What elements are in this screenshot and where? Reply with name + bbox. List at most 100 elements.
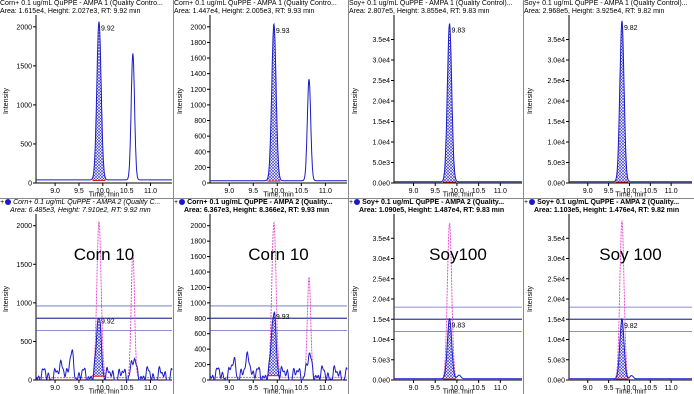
sample-trace xyxy=(394,318,522,380)
y-tick-label: 1400 xyxy=(190,270,206,277)
y-tick-label: 3.5e4 xyxy=(547,37,565,44)
y-tick-label: 800 xyxy=(194,316,206,323)
y-tick-label: 2.5e4 xyxy=(547,276,565,283)
overlay-trace xyxy=(569,220,692,380)
y-tick-label: 2000 xyxy=(190,223,206,230)
y-tick-label: 1800 xyxy=(190,239,206,246)
y-tick-label: 0.0e0 xyxy=(372,181,390,188)
series-dot-icon xyxy=(5,199,12,205)
y-tick-label: 5.0e3 xyxy=(547,160,565,167)
y-tick-label: 1.5e4 xyxy=(372,317,390,324)
panel-header: Corn+ 0.1 ug/mL QuPPE - AMPA 1 (Quality … xyxy=(174,0,349,16)
plus-icon: + xyxy=(524,199,529,206)
y-axis-label: Intensity xyxy=(177,285,184,312)
y-axis-label: Intensity xyxy=(177,87,184,114)
overlay-trace xyxy=(210,221,347,378)
y-tick-label: 2.0e4 xyxy=(547,297,565,304)
sample-trace xyxy=(569,20,692,183)
x-tick-label: 9.5 xyxy=(248,385,258,392)
panel-title: Corn+ 0.1 ug/mL QuPPE - AMPA 2 (Quality.… xyxy=(187,199,333,206)
x-axis-label: Time, min xyxy=(263,192,294,199)
y-tick-label: 0 xyxy=(28,181,32,188)
y-tick-label: 1500 xyxy=(16,262,32,269)
chromatogram-chart: 0.0e0 5.0e3 1.0e4 1.5e4 2.0e4 2.5e4 3.0e4 3.5e4… xyxy=(352,214,522,394)
panel-header: + Corn+ 0.1 ug/mL QuPPE - AMPA 2 (Quality… xyxy=(174,199,349,215)
y-tick-label: 3.0e4 xyxy=(372,256,390,263)
panel-header: Corn+ 0.1 ug/mL QuPPE - AMPA 1 (Quality … xyxy=(0,0,174,16)
y-tick-label: 2.0e4 xyxy=(372,297,390,304)
x-axis-label: Time, min xyxy=(615,192,646,199)
x-tick-label: 9.5 xyxy=(74,385,84,392)
peak-rt-label: 9.93 xyxy=(276,314,290,321)
y-tick-label: 2000 xyxy=(16,24,32,31)
x-tick-label: 9.0 xyxy=(409,188,419,195)
y-tick-label: 1.0e4 xyxy=(547,337,565,344)
x-axis-label: Time, min xyxy=(443,389,474,394)
x-tick-label: 10.0 xyxy=(96,385,110,392)
sample-label: Soy100 xyxy=(429,245,487,264)
chromatogram-panel: + Soy+ 0.1 ug/mL QuPPE - AMPA 2 (Quality.… xyxy=(349,199,524,394)
x-axis-label: Time, min xyxy=(615,389,646,394)
y-tick-label: 1200 xyxy=(190,285,206,292)
chromatogram-panel: Corn+ 0.1 ug/mL QuPPE - AMPA 1 (Quality … xyxy=(174,0,349,199)
panel-subtitle: Area: 2.807e5, Height: 3.855e4, RT: 9.83… xyxy=(349,8,490,15)
x-tick-label: 11.0 xyxy=(665,385,678,392)
y-tick-label: 3.5e4 xyxy=(547,236,565,243)
x-tick-label: 9.5 xyxy=(248,188,258,195)
sample-label: Corn 10 xyxy=(74,245,134,264)
chromatogram-chart: 0 200 400 600 800 1000 1200 1400 1600 1800 2000 9.0… xyxy=(177,214,348,394)
y-axis-label: Intensity xyxy=(352,87,359,114)
x-tick-label: 10.0 xyxy=(623,385,637,392)
panel-header: + Soy+ 0.1 ug/mL QuPPE - AMPA 2 (Quality.… xyxy=(349,199,524,215)
peak-rt-label: 9.92 xyxy=(101,26,115,33)
peak-rt-label: 9.82 xyxy=(624,323,638,330)
panel-subtitle: Area: 1.615e4, Height: 2.027e3, RT: 9.92… xyxy=(0,8,141,15)
y-tick-label: 0.0e0 xyxy=(372,378,390,385)
x-axis-label: Time, min xyxy=(263,389,294,394)
x-tick-label: 9.0 xyxy=(50,385,60,392)
y-tick-label: 800 xyxy=(194,118,206,125)
sample-label: Corn 10 xyxy=(248,245,308,264)
plus-icon: + xyxy=(349,199,354,206)
y-tick-label: 3.0e4 xyxy=(372,58,390,65)
panel-subtitle: Area: 6.367e3, Height: 8.366e2, RT: 9.93… xyxy=(184,207,330,214)
panel-header: + Soy+ 0.1 ug/mL QuPPE - AMPA 2 (Quality.… xyxy=(524,199,694,215)
panel-title: Corn+ 0.1 ug/mL QuPPE - AMPA 2 (Quality … xyxy=(13,199,161,206)
chromatogram-panel: + Soy+ 0.1 ug/mL QuPPE - AMPA 2 (Quality.… xyxy=(524,199,694,394)
y-tick-label: 1500 xyxy=(16,63,32,70)
panel-divider xyxy=(348,0,349,394)
y-tick-label: 0.0e0 xyxy=(547,181,565,188)
y-tick-label: 1200 xyxy=(190,87,206,94)
series-dot-icon xyxy=(529,199,536,205)
chromatogram-chart: 0 200 400 600 800 1000 1200 1400 1600 1800 2000 9.0… xyxy=(177,15,347,199)
y-axis-label: Intensity xyxy=(3,87,10,114)
x-axis-label: Time, min xyxy=(89,192,120,199)
x-tick-label: 11.0 xyxy=(144,188,157,195)
chromatogram-chart: 0 500 1000 1500 2000 9.0 9.5 10.0 10.5 11.0 Time, … xyxy=(3,214,173,394)
y-tick-label: 2.0e4 xyxy=(547,99,565,106)
x-tick-label: 10.5 xyxy=(472,188,486,195)
y-tick-label: 500 xyxy=(20,141,32,148)
y-tick-label: 2000 xyxy=(190,24,206,31)
y-tick-label: 1600 xyxy=(190,56,206,63)
y-tick-label: 2.0e4 xyxy=(372,99,390,106)
y-tick-label: 1600 xyxy=(190,254,206,261)
x-tick-label: 11.0 xyxy=(494,188,507,195)
chromatogram-chart: 0.0e0 5.0e3 1.0e4 1.5e4 2.0e4 2.5e4 3.0e4 3.5e4… xyxy=(527,214,692,394)
panel-header: + Corn+ 0.1 ug/mL QuPPE - AMPA 2 (Quality… xyxy=(0,199,174,215)
y-tick-label: 0 xyxy=(28,378,32,385)
sample-trace xyxy=(394,22,522,183)
chromatogram-panel: Soy+ 0.1 ug/mL QuPPE - AMPA 1 (Quality C… xyxy=(524,0,694,199)
chromatogram-chart: 0.0e0 5.0e3 1.0e4 1.5e4 2.0e4 2.5e4 3.0e4 3.5e4… xyxy=(527,15,692,199)
x-tick-label: 11.0 xyxy=(665,188,678,195)
x-tick-label: 11.0 xyxy=(319,188,332,195)
chromatogram-panel: Corn+ 0.1 ug/mL QuPPE - AMPA 1 (Quality … xyxy=(0,0,174,199)
x-tick-label: 9.0 xyxy=(583,385,593,392)
x-tick-label: 9.5 xyxy=(430,385,440,392)
panel-subtitle: Area: 1.103e5, Height: 1.476e4, RT: 9.82… xyxy=(534,207,680,214)
y-tick-label: 1.5e4 xyxy=(547,317,565,324)
x-tick-label: 10.0 xyxy=(270,188,284,195)
x-axis-label: Time, min xyxy=(89,389,120,394)
y-tick-label: 400 xyxy=(194,347,206,354)
y-tick-label: 1000 xyxy=(16,300,32,307)
